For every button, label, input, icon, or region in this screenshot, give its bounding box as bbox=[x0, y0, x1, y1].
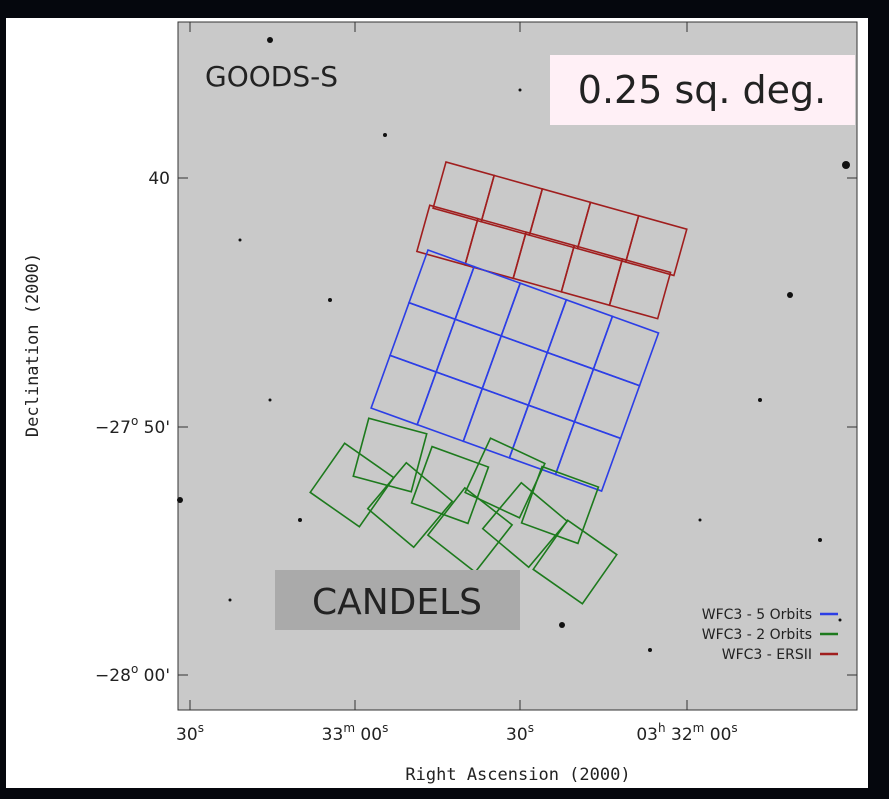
y-axis-title: Declination (2000) bbox=[23, 253, 43, 437]
area-label: 0.25 sq. deg. bbox=[578, 68, 826, 112]
tick-text: 32 bbox=[666, 725, 693, 745]
superscript: o bbox=[131, 414, 138, 428]
legend-label: WFC3 - 2 Orbits bbox=[702, 627, 812, 643]
figure: GOODS-S 0.25 sq. deg. CANDELS Declinatio… bbox=[0, 0, 889, 799]
tick-text: −28 bbox=[95, 666, 131, 686]
tick-text: 33 bbox=[322, 725, 344, 745]
superscript: m bbox=[693, 721, 705, 735]
tick-text: 50' bbox=[138, 418, 170, 438]
superscript: s bbox=[198, 721, 204, 735]
tick-text: 30 bbox=[506, 725, 528, 745]
tick-text: 03 bbox=[636, 725, 658, 745]
tick-text: −27 bbox=[95, 418, 131, 438]
field-label: GOODS-S bbox=[205, 60, 338, 93]
survey-label: CANDELS bbox=[312, 582, 482, 623]
tick-label: 33m 00s bbox=[322, 721, 389, 745]
superscript: s bbox=[528, 721, 534, 735]
legend-label: WFC3 - 5 Orbits bbox=[702, 607, 812, 623]
superscript: m bbox=[343, 721, 355, 735]
tick-text: 30 bbox=[176, 725, 198, 745]
superscript: s bbox=[731, 721, 737, 735]
tick-label: 03h 32m 00s bbox=[636, 721, 737, 745]
legend-label: WFC3 - ERSII bbox=[722, 647, 812, 663]
tick-text: 40 bbox=[148, 169, 170, 189]
superscript: s bbox=[382, 721, 388, 735]
tick-text: 00' bbox=[138, 666, 170, 686]
superscript: o bbox=[131, 662, 138, 676]
superscript: h bbox=[658, 721, 666, 735]
tick-text: 00 bbox=[355, 725, 382, 745]
tick-label: 40 bbox=[148, 169, 170, 189]
tick-text: 00 bbox=[704, 725, 731, 745]
x-axis-title: Right Ascension (2000) bbox=[405, 765, 630, 785]
